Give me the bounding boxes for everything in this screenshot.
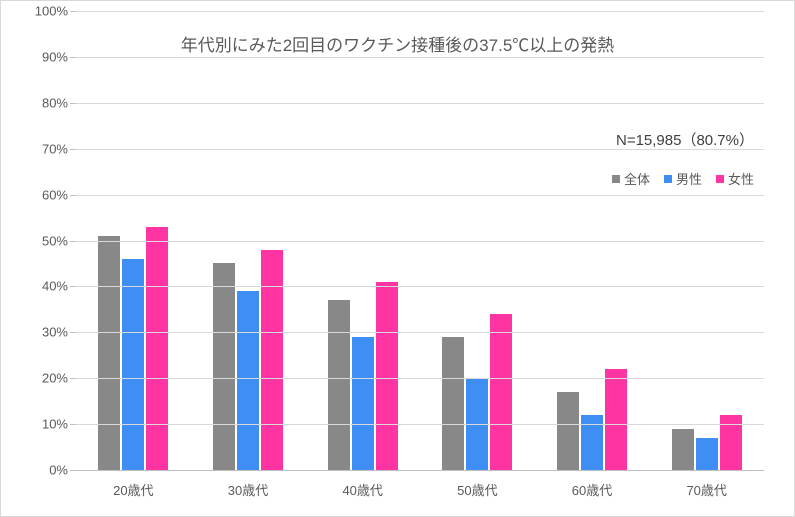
bar xyxy=(237,291,259,470)
bar xyxy=(352,337,374,470)
gridline xyxy=(76,378,764,379)
y-tick-label: 40% xyxy=(42,279,76,294)
y-tick-label: 50% xyxy=(42,233,76,248)
y-tick-label: 80% xyxy=(42,95,76,110)
x-tick-label: 70歳代 xyxy=(686,480,726,499)
bar xyxy=(261,250,283,470)
bar xyxy=(605,369,627,470)
gridline xyxy=(76,57,764,58)
gridline xyxy=(76,241,764,242)
gridline xyxy=(76,149,764,150)
y-tick-label: 0% xyxy=(49,463,76,478)
x-tick-label: 60歳代 xyxy=(572,480,612,499)
chart-container: 年代別にみた2回目のワクチン接種後の37.5℃以上の発熱 N=15,985（80… xyxy=(0,0,795,517)
gridline xyxy=(76,11,764,12)
y-tick-label: 70% xyxy=(42,141,76,156)
gridline xyxy=(76,424,764,425)
gridline xyxy=(76,195,764,196)
bar xyxy=(98,236,120,470)
bar xyxy=(672,429,694,470)
bar xyxy=(557,392,579,470)
bar xyxy=(696,438,718,470)
bar xyxy=(122,259,144,470)
gridline xyxy=(76,332,764,333)
bar xyxy=(146,227,168,470)
y-tick-label: 100% xyxy=(35,4,76,19)
gridline xyxy=(76,286,764,287)
y-tick-label: 10% xyxy=(42,417,76,432)
y-tick-label: 30% xyxy=(42,325,76,340)
bar xyxy=(376,282,398,470)
bar xyxy=(442,337,464,470)
x-tick-label: 30歳代 xyxy=(228,480,268,499)
gridline xyxy=(76,103,764,104)
bar xyxy=(213,263,235,470)
y-tick-label: 90% xyxy=(42,49,76,64)
y-tick-label: 60% xyxy=(42,187,76,202)
y-tick-label: 20% xyxy=(42,371,76,386)
bar xyxy=(328,300,350,470)
x-tick-label: 50歳代 xyxy=(457,480,497,499)
bar xyxy=(490,314,512,470)
plot-area: 20歳代30歳代40歳代50歳代60歳代70歳代 0%10%20%30%40%5… xyxy=(76,11,764,471)
x-tick-label: 40歳代 xyxy=(342,480,382,499)
x-tick-label: 20歳代 xyxy=(113,480,153,499)
